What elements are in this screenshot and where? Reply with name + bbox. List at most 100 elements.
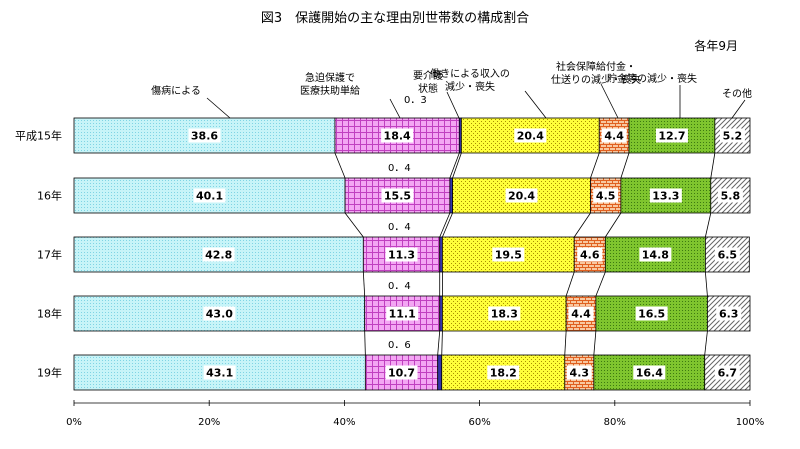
series-callout-label: 働きによる収入の <box>430 67 510 80</box>
value-label: 18.3 <box>491 308 518 321</box>
value-label: 16.5 <box>638 308 665 321</box>
connector-line <box>362 271 366 297</box>
small-value-label: 0．3 <box>404 95 427 106</box>
value-label-bg <box>188 128 221 143</box>
series-callout-label: 要介護 <box>413 69 443 82</box>
category-labels: 平成15年 16年 17年 18年 19年 <box>15 129 62 380</box>
value-label-bg <box>386 306 419 321</box>
connector-line <box>704 271 708 297</box>
category-label: 平成15年 <box>15 129 62 143</box>
connector-line <box>442 212 453 238</box>
callout-line <box>446 91 460 119</box>
callout-line <box>206 97 231 119</box>
value-label-bg <box>514 128 547 143</box>
value-label-bg <box>635 306 668 321</box>
value-label: 4.3 <box>570 367 590 380</box>
value-label-bg <box>566 365 592 380</box>
value-label-bg <box>655 128 688 143</box>
bar-segment <box>449 177 453 214</box>
value-label: 20.4 <box>508 190 535 203</box>
connector-line <box>710 152 716 179</box>
connector-line <box>439 212 451 238</box>
connector-line <box>593 330 597 356</box>
connector-line <box>704 330 708 356</box>
value-label: 5.8 <box>721 190 741 203</box>
connector-line <box>449 152 460 179</box>
series-callout-label: 医療扶助単給 <box>300 84 360 97</box>
value-label: 18.4 <box>384 130 411 143</box>
value-label: 11.3 <box>388 249 415 262</box>
value-label-bg <box>385 247 418 262</box>
connector-line <box>441 330 443 356</box>
series-callout-label: 貯金等の減少・喪失 <box>607 72 697 85</box>
value-label-bg <box>381 128 414 143</box>
bar-segment <box>439 236 443 273</box>
value-label: 6.5 <box>718 249 738 262</box>
connector-line <box>573 212 591 238</box>
value-label: 13.3 <box>652 190 679 203</box>
value-label-bg <box>719 128 745 143</box>
series-callout-label: 急迫保護で <box>305 71 355 84</box>
series-callout-label: 傷病による <box>151 84 201 97</box>
value-label: 40.1 <box>196 190 223 203</box>
series-callout-label: 仕送りの減少・喪失 <box>551 73 641 86</box>
value-label: 15.5 <box>384 190 411 203</box>
connector-line <box>344 212 364 238</box>
connector-line <box>334 152 346 179</box>
value-label: 6.3 <box>719 308 739 321</box>
value-label: 4.5 <box>596 190 616 203</box>
value-label: 12.7 <box>658 130 685 143</box>
value-label-bg <box>381 188 414 203</box>
connector-line <box>364 330 366 356</box>
value-label: 5.2 <box>723 130 743 143</box>
x-tick-label: 60% <box>468 417 490 428</box>
value-label-bg <box>649 188 682 203</box>
category-label: 16年 <box>37 189 62 203</box>
value-label-bg <box>568 306 594 321</box>
connector-line <box>605 212 622 238</box>
value-label: 43.0 <box>206 308 233 321</box>
series-callout-label: その他 <box>722 87 752 100</box>
connector-line <box>565 271 575 297</box>
value-label-bg <box>593 188 619 203</box>
value-label-bg <box>714 247 740 262</box>
connector-line <box>620 152 630 179</box>
x-axis: 0% 20% 40% 60% 80% 100% <box>66 400 764 428</box>
value-label: 20.4 <box>517 130 544 143</box>
value-label: 38.6 <box>191 130 218 143</box>
value-label: 18.2 <box>490 367 517 380</box>
value-label-bg <box>714 365 740 380</box>
value-label-bg <box>203 306 236 321</box>
connector-line <box>452 152 462 179</box>
bar-segment <box>437 354 443 391</box>
x-tick-label: 80% <box>604 417 626 428</box>
small-value-label: 0．6 <box>388 340 411 351</box>
value-label: 6.7 <box>718 367 738 380</box>
bar-segment <box>439 295 443 332</box>
value-label-bg <box>492 247 525 262</box>
chart-note: 各年9月 <box>694 38 738 53</box>
value-label-bg <box>193 188 226 203</box>
connector-line <box>564 330 567 356</box>
value-label-bg <box>633 365 666 380</box>
value-label: 43.1 <box>206 367 233 380</box>
x-tick-label: 40% <box>333 417 355 428</box>
connector-line <box>590 152 600 179</box>
small-value-label: 0．4 <box>388 222 411 233</box>
x-tick-label: 100% <box>736 417 765 428</box>
category-label: 19年 <box>37 366 62 380</box>
value-label-bg <box>505 188 538 203</box>
value-label-bg <box>202 247 235 262</box>
value-label: 4.4 <box>571 308 591 321</box>
connector-line <box>437 330 441 356</box>
series-callout-label: 社会保障給付金・ <box>556 60 636 73</box>
callout-line <box>524 90 547 119</box>
series-callout-label: 状態 <box>418 82 438 95</box>
value-label: 10.7 <box>388 367 415 380</box>
value-label-bg <box>385 365 418 380</box>
value-label-bg <box>203 365 236 380</box>
value-label-bg <box>717 188 743 203</box>
value-label: 4.4 <box>604 130 624 143</box>
connector-line <box>595 271 606 297</box>
